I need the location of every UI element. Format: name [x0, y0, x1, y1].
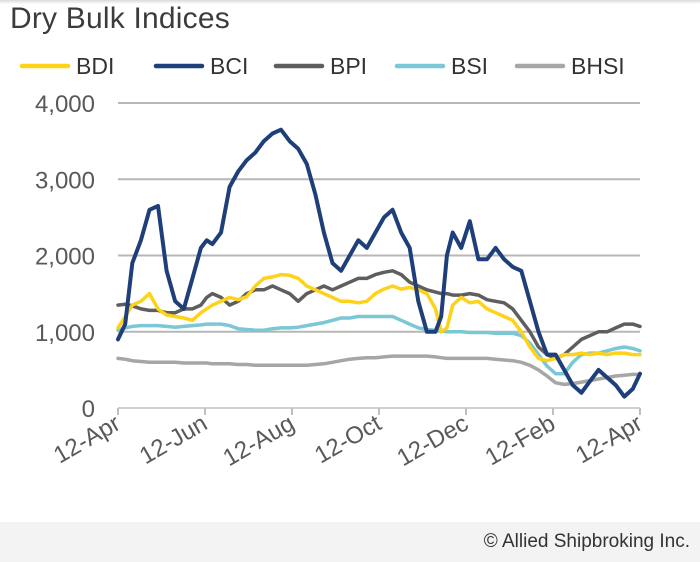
legend-label-bhsi: BHSI: [571, 53, 625, 79]
series-line-bci: [116, 127, 642, 399]
y-tick-label: 0: [82, 396, 95, 423]
legend-label-bdi: BDI: [76, 53, 114, 79]
series-lines: [116, 127, 642, 399]
series-line-bsi: [116, 314, 642, 376]
x-tick-label: 12-Feb: [481, 410, 560, 471]
y-tick-label: 4,000: [35, 91, 95, 118]
footer-band: [0, 522, 700, 562]
credit-text: © Allied Shipbroking Inc.: [483, 531, 690, 552]
x-tick-label: 12-Oct: [310, 410, 386, 470]
x-tick-label: 12-Aug: [218, 410, 299, 472]
series-line-bdi: [116, 272, 642, 363]
top-band: [0, 0, 700, 4]
legend-label-bsi: BSI: [451, 53, 488, 79]
x-tick-label: 12-Jun: [135, 410, 212, 470]
y-tick-label: 2,000: [35, 244, 95, 271]
x-tick-label: 12-Dec: [392, 410, 473, 472]
y-tick-label: 3,000: [35, 167, 95, 194]
x-axis-ticks: 12-Apr 12-Jun 12-Aug 12-Oct 12-Dec 12-Feb 12-A…: [49, 408, 647, 472]
legend: BDI BCI BPI BSI BHSI: [19, 53, 625, 79]
y-axis-ticks: 0 1,000 2,000 3,000 4,000: [35, 91, 95, 423]
x-tick-label: 12-Apr: [571, 410, 647, 469]
legend-label-bci: BCI: [210, 53, 248, 79]
y-tick-label: 1,000: [35, 320, 95, 347]
series-line-bhsi: [116, 354, 642, 387]
chart-title: Dry Bulk Indices: [10, 2, 230, 35]
legend-label-bpi: BPI: [330, 53, 367, 79]
